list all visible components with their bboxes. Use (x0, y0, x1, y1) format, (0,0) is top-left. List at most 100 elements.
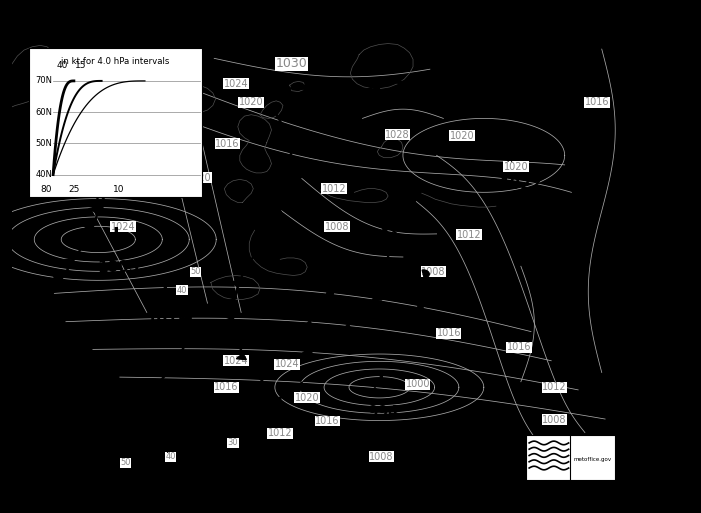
Polygon shape (386, 223, 395, 230)
Text: 1027: 1027 (156, 465, 198, 480)
Polygon shape (114, 415, 123, 421)
Text: x: x (88, 239, 95, 249)
Text: metoffice.gov: metoffice.gov (573, 457, 612, 462)
Polygon shape (382, 278, 391, 284)
Polygon shape (225, 299, 235, 305)
Text: 40: 40 (165, 452, 176, 461)
Text: 1011: 1011 (23, 464, 65, 479)
Polygon shape (141, 417, 150, 422)
Polygon shape (324, 88, 334, 93)
Text: 40: 40 (56, 62, 67, 70)
Text: 1008: 1008 (369, 451, 393, 462)
Polygon shape (316, 306, 325, 314)
Polygon shape (7, 363, 17, 369)
Polygon shape (304, 349, 313, 355)
Text: 1024: 1024 (224, 356, 248, 366)
Text: 1008: 1008 (325, 222, 349, 232)
Polygon shape (82, 431, 90, 438)
Text: 1024: 1024 (275, 359, 299, 369)
Polygon shape (298, 85, 309, 89)
Polygon shape (195, 414, 204, 420)
Text: 1008: 1008 (543, 415, 567, 425)
Text: 1005: 1005 (97, 260, 139, 274)
Text: 1012: 1012 (456, 230, 482, 240)
Text: 1008: 1008 (314, 304, 357, 319)
Polygon shape (319, 254, 328, 262)
Polygon shape (95, 168, 102, 172)
Polygon shape (120, 409, 129, 415)
Polygon shape (400, 238, 409, 245)
Polygon shape (88, 188, 97, 194)
Text: L: L (161, 279, 172, 297)
Text: 1013: 1013 (355, 236, 397, 251)
Polygon shape (415, 305, 423, 313)
Polygon shape (102, 421, 111, 427)
Polygon shape (150, 381, 160, 387)
Polygon shape (327, 289, 334, 298)
Text: 1008: 1008 (421, 267, 446, 277)
Text: L: L (39, 430, 50, 448)
Polygon shape (100, 183, 107, 191)
Text: 80: 80 (41, 185, 52, 194)
Polygon shape (69, 210, 81, 215)
Text: 1028: 1028 (386, 130, 410, 140)
Polygon shape (261, 229, 271, 235)
Polygon shape (382, 226, 391, 232)
Text: 1016: 1016 (585, 97, 609, 107)
Polygon shape (359, 311, 369, 316)
Text: 1016: 1016 (215, 139, 240, 149)
Text: x: x (163, 445, 168, 455)
Text: x: x (325, 281, 330, 291)
Polygon shape (17, 473, 26, 480)
Text: 1015: 1015 (146, 313, 188, 328)
Polygon shape (84, 224, 94, 231)
Text: 40: 40 (177, 286, 187, 295)
Polygon shape (5, 381, 14, 387)
Text: 1022: 1022 (500, 176, 542, 191)
Polygon shape (275, 121, 283, 126)
Polygon shape (135, 396, 144, 401)
Polygon shape (76, 242, 86, 248)
Polygon shape (413, 253, 422, 261)
Text: L: L (276, 210, 287, 228)
Polygon shape (251, 246, 261, 252)
Text: H: H (170, 431, 184, 449)
Text: L: L (330, 270, 341, 288)
Text: x: x (507, 154, 512, 164)
Polygon shape (13, 455, 22, 461)
Text: x: x (500, 422, 505, 432)
Polygon shape (168, 416, 177, 422)
Polygon shape (231, 281, 240, 287)
Text: 30: 30 (228, 438, 238, 447)
Polygon shape (81, 170, 91, 176)
Polygon shape (173, 350, 182, 356)
Polygon shape (12, 344, 22, 351)
Text: 1020: 1020 (450, 131, 475, 141)
Polygon shape (248, 406, 257, 412)
Text: 988: 988 (45, 176, 76, 191)
Text: 1030: 1030 (275, 57, 308, 70)
Text: L: L (55, 143, 66, 161)
Text: 50N: 50N (36, 139, 53, 148)
Text: 1024: 1024 (224, 79, 248, 89)
Text: 1016: 1016 (437, 328, 461, 338)
Text: L: L (370, 203, 381, 221)
Text: 1020: 1020 (295, 393, 320, 403)
Polygon shape (372, 85, 379, 91)
Polygon shape (236, 353, 246, 360)
Polygon shape (32, 310, 42, 316)
Text: 50: 50 (120, 458, 130, 467)
Polygon shape (444, 89, 452, 95)
Polygon shape (423, 288, 430, 296)
Polygon shape (182, 316, 191, 322)
Polygon shape (387, 243, 396, 249)
Text: 1016: 1016 (315, 416, 340, 426)
Polygon shape (290, 174, 296, 182)
Text: 1020: 1020 (504, 162, 529, 172)
Polygon shape (95, 148, 107, 153)
Polygon shape (60, 409, 69, 415)
Polygon shape (120, 145, 132, 150)
Text: 1012: 1012 (322, 184, 346, 193)
Polygon shape (327, 271, 334, 280)
Polygon shape (285, 157, 292, 162)
